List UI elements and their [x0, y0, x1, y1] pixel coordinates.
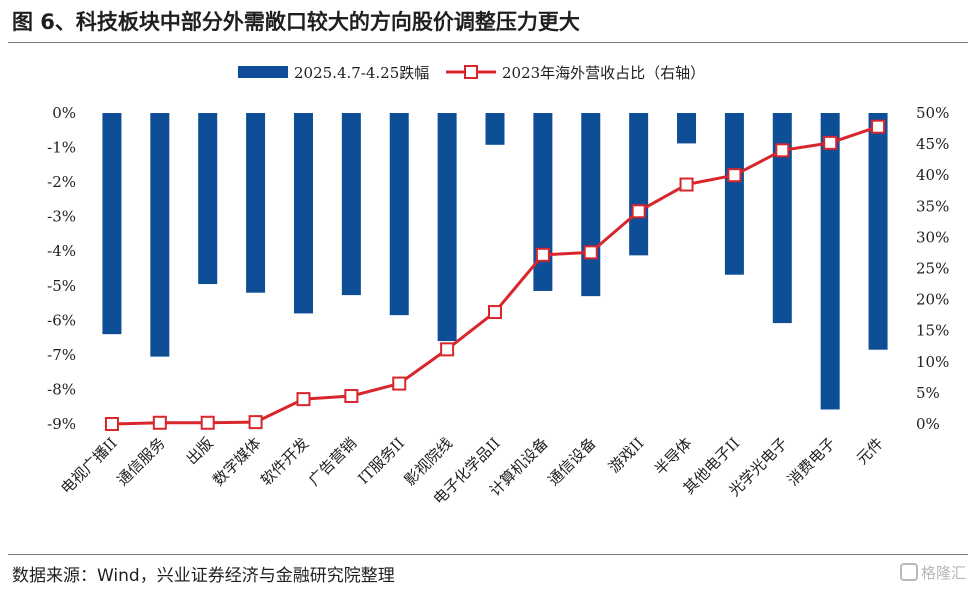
line-point: [631, 204, 646, 219]
bar: [437, 113, 457, 342]
category-label: 消费电子: [784, 434, 839, 489]
legend-line-label: 2023年海外营收占比（右轴）: [502, 64, 705, 82]
left-axis-tick-label: -2%: [47, 173, 76, 191]
left-axis-tick-label: -4%: [47, 242, 76, 260]
right-axis-tick-label: 50%: [916, 104, 949, 122]
line-point: [775, 143, 790, 158]
line-point: [104, 417, 119, 431]
bar: [293, 113, 313, 314]
bar: [102, 113, 122, 335]
line-point: [488, 305, 502, 320]
line-point: [392, 376, 407, 391]
bar: [150, 113, 170, 357]
watermark-text: 格隆汇: [920, 564, 966, 582]
category-label: 游戏II: [605, 434, 647, 476]
bar: [533, 113, 553, 291]
line-point: [727, 168, 742, 183]
left-axis-tick-label: -6%: [47, 311, 76, 329]
legend-bar-swatch: [238, 66, 288, 78]
line-point: [871, 119, 886, 134]
right-axis-tick-label: 10%: [916, 353, 949, 371]
left-axis-tick-label: -8%: [47, 380, 76, 398]
left-axis-tick-label: -7%: [47, 346, 76, 364]
legend-line-marker: [464, 65, 478, 79]
left-axis-tick-label: -3%: [47, 208, 76, 226]
bar: [198, 113, 218, 285]
category-label: 通信设备: [544, 434, 599, 489]
line-point: [296, 392, 311, 407]
title-divider: [8, 42, 968, 43]
bar: [868, 113, 888, 350]
right-axis-tick-label: 5%: [916, 384, 940, 402]
series-line: [111, 125, 879, 426]
line-point: [200, 415, 215, 430]
watermark-logo-icon: [899, 563, 918, 581]
left-axis-tick-label: -1%: [47, 139, 76, 157]
left-axis-tick-label: -9%: [47, 415, 76, 433]
category-label: 出版: [183, 434, 217, 468]
line-point: [440, 342, 455, 357]
source-note: 数据来源：Wind，兴业证券经济与金融研究院整理: [12, 566, 395, 586]
line-point: [679, 177, 694, 192]
category-label: 通信服务: [113, 434, 168, 489]
line-point: [823, 135, 838, 150]
bar: [581, 113, 601, 297]
right-axis-tick-label: 20%: [916, 291, 949, 309]
bar: [629, 113, 649, 256]
left-axis-tick-label: 0%: [52, 104, 76, 122]
footer-divider: [8, 554, 968, 555]
bar: [341, 113, 361, 296]
right-axis-tick-label: 35%: [916, 197, 949, 215]
category-label: 数字媒体: [209, 434, 264, 489]
watermark: 格隆汇: [899, 562, 966, 583]
right-axis-tick-label: 40%: [916, 166, 949, 184]
category-label: IT服务II: [354, 434, 408, 488]
line-point: [535, 247, 550, 262]
line-point: [152, 415, 167, 430]
left-axis-tick-label: -5%: [47, 277, 76, 295]
combo-chart: 0% -1% -2% -3% -4% -5% -6% -7% -8% -9% 50% 45% 40% 35…: [47, 64, 949, 508]
bar: [246, 113, 266, 293]
right-axis-tick-label: 15%: [916, 322, 949, 340]
category-label: 半导体: [651, 434, 696, 479]
legend-bar-label: 2025.4.7-4.25跌幅: [294, 64, 429, 82]
bar: [485, 113, 505, 145]
chart-title: 图 6、科技板块中部分外需敞口较大的方向股价调整压力更大: [12, 10, 580, 34]
line-point: [248, 415, 263, 430]
bar: [724, 113, 744, 275]
right-axis-tick-label: 0%: [916, 415, 940, 433]
category-label: 广告营销: [305, 434, 360, 489]
line-point: [583, 245, 598, 260]
right-axis-tick-label: 45%: [916, 135, 949, 153]
bar: [389, 113, 409, 316]
right-axis-tick-label: 30%: [916, 228, 949, 246]
right-axis-tick-label: 25%: [916, 260, 949, 278]
category-label: 电视广播II: [57, 434, 121, 498]
bar: [772, 113, 792, 324]
category-label: 元件: [853, 434, 887, 468]
line-point: [344, 389, 359, 404]
bar: [677, 113, 697, 144]
category-label: 软件开发: [257, 434, 312, 489]
bar: [820, 113, 840, 410]
